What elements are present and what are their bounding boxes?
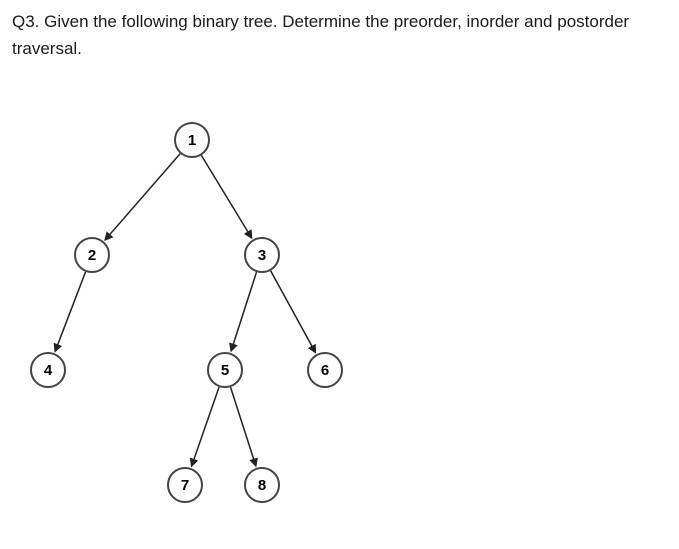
tree-edge	[201, 155, 251, 238]
tree-node-2: 2	[74, 237, 110, 273]
tree-node-4: 4	[30, 352, 66, 388]
tree-node-6: 6	[307, 352, 343, 388]
tree-node-3: 3	[244, 237, 280, 273]
tree-node-7: 7	[167, 467, 203, 503]
tree-edge	[231, 272, 256, 351]
tree-edge	[55, 272, 85, 352]
binary-tree-diagram: 1 2 3 4 5 6 7 8	[0, 95, 400, 545]
tree-node-1: 1	[174, 122, 210, 158]
question-text: Q3. Given the following binary tree. Det…	[12, 8, 667, 62]
tree-edge	[192, 387, 220, 466]
tree-edge	[105, 154, 180, 240]
tree-node-8: 8	[244, 467, 280, 503]
tree-edge	[231, 387, 256, 466]
tree-node-5: 5	[207, 352, 243, 388]
tree-edge	[271, 271, 316, 353]
